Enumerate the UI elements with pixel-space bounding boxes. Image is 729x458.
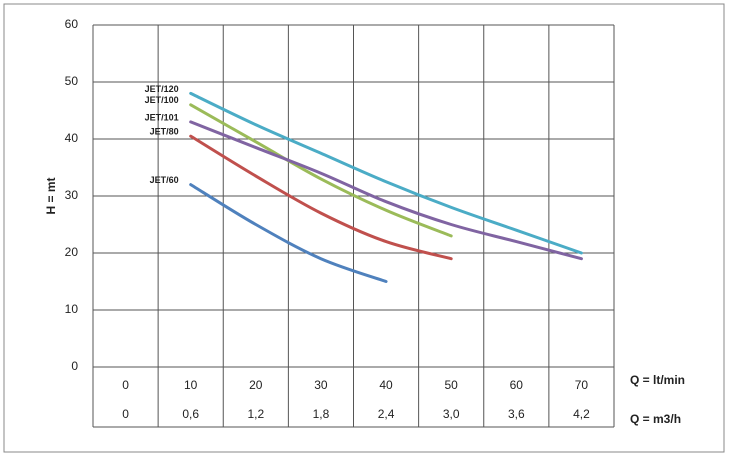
y-tick-label: 60	[65, 17, 79, 31]
y-axis-label: H = mt	[44, 177, 58, 214]
series-label: JET/101	[145, 112, 179, 122]
x-axis-label: Q = lt/min	[630, 373, 685, 387]
x2-tick-label: 0,6	[182, 407, 199, 421]
series-label: JET/80	[150, 127, 179, 137]
x2-tick-label: 1,2	[247, 407, 264, 421]
x-tick-label: 10	[184, 378, 198, 392]
x2-tick-label: 2,4	[378, 407, 395, 421]
series-line	[189, 103, 453, 238]
series-line	[189, 120, 583, 261]
x-tick-label: 30	[314, 378, 328, 392]
x-tick-label: 70	[575, 378, 589, 392]
x-tick-label: 0	[122, 378, 129, 392]
x2-axis-label: Q = m3/h	[630, 412, 681, 426]
x2-tick-label: 0	[122, 407, 129, 421]
x-tick-label: 60	[510, 378, 524, 392]
frame	[3, 3, 725, 453]
x-tick-label: 20	[249, 378, 263, 392]
y-tick-label: 10	[65, 302, 79, 316]
series-line	[189, 91, 583, 255]
series-line	[189, 183, 388, 283]
series-line	[189, 134, 453, 261]
x2-tick-label: 1,8	[313, 407, 330, 421]
x-tick-label: 50	[445, 378, 459, 392]
y-tick-label: 0	[71, 359, 78, 373]
series-label: JET/60	[150, 175, 179, 185]
y-tick-label: 50	[65, 74, 79, 88]
series-label: JET/120	[145, 84, 179, 94]
y-tick-label: 20	[65, 245, 79, 259]
y-tick-label: 40	[65, 131, 79, 145]
x2-tick-label: 3,0	[443, 407, 460, 421]
x2-tick-label: 3,6	[508, 407, 525, 421]
y-tick-label: 30	[65, 188, 79, 202]
x-tick-label: 40	[379, 378, 393, 392]
x2-tick-label: 4,2	[573, 407, 590, 421]
series-label: JET/100	[145, 95, 179, 105]
